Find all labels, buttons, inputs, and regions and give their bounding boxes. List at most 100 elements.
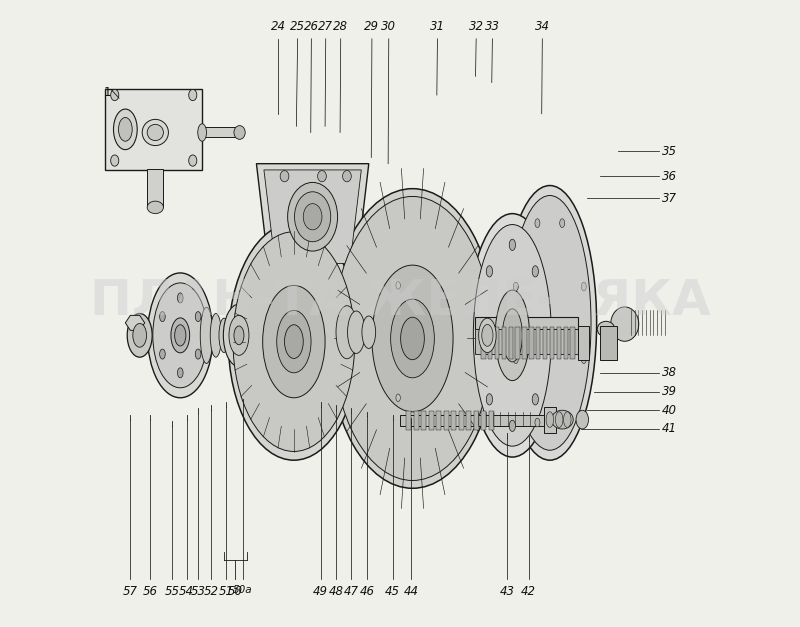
Ellipse shape <box>486 266 493 277</box>
Bar <box>543 407 556 433</box>
Ellipse shape <box>198 124 206 141</box>
Text: 56: 56 <box>143 585 158 598</box>
Ellipse shape <box>171 318 190 353</box>
Text: 38: 38 <box>662 366 677 379</box>
Ellipse shape <box>396 282 400 289</box>
Ellipse shape <box>110 90 118 101</box>
Ellipse shape <box>535 418 540 427</box>
Ellipse shape <box>551 410 574 429</box>
Text: 33: 33 <box>485 19 500 33</box>
Bar <box>202 127 239 137</box>
Text: 57: 57 <box>123 585 138 598</box>
Text: 48: 48 <box>329 585 344 598</box>
Ellipse shape <box>133 324 146 347</box>
Bar <box>543 327 547 359</box>
Ellipse shape <box>228 223 359 460</box>
Bar <box>600 326 618 361</box>
Bar <box>147 169 163 208</box>
Ellipse shape <box>576 410 589 429</box>
Ellipse shape <box>482 324 493 346</box>
Text: 49: 49 <box>314 585 328 598</box>
Ellipse shape <box>219 318 229 352</box>
Ellipse shape <box>495 290 530 381</box>
Bar <box>550 327 554 359</box>
Ellipse shape <box>336 306 358 359</box>
Ellipse shape <box>467 214 558 457</box>
Ellipse shape <box>229 315 249 356</box>
Text: 35: 35 <box>662 145 677 158</box>
Ellipse shape <box>277 310 311 373</box>
Text: 52: 52 <box>204 585 219 598</box>
Text: 31: 31 <box>430 19 445 33</box>
Text: 46: 46 <box>359 585 374 598</box>
Ellipse shape <box>285 325 303 359</box>
Bar <box>451 411 456 429</box>
Bar <box>515 327 520 359</box>
Ellipse shape <box>114 109 138 150</box>
Ellipse shape <box>514 282 518 291</box>
Ellipse shape <box>514 355 518 364</box>
Ellipse shape <box>160 349 166 359</box>
Bar <box>422 411 426 429</box>
Ellipse shape <box>372 265 453 412</box>
Ellipse shape <box>560 219 565 228</box>
Text: 34: 34 <box>535 19 550 33</box>
Bar <box>530 327 534 359</box>
Text: 50: 50 <box>228 585 242 598</box>
Ellipse shape <box>189 155 197 166</box>
Bar <box>578 326 589 361</box>
Ellipse shape <box>502 309 522 362</box>
Text: 40: 40 <box>662 404 677 417</box>
Ellipse shape <box>147 124 163 140</box>
Ellipse shape <box>142 119 169 145</box>
Bar <box>475 317 578 329</box>
Text: 25: 25 <box>290 19 305 33</box>
Ellipse shape <box>262 285 325 398</box>
Polygon shape <box>126 315 145 330</box>
Bar <box>436 411 441 429</box>
Bar <box>466 411 471 429</box>
Bar <box>444 411 449 429</box>
Ellipse shape <box>396 319 400 327</box>
Bar <box>400 414 543 426</box>
Ellipse shape <box>160 312 166 322</box>
Ellipse shape <box>532 266 538 277</box>
Ellipse shape <box>532 394 538 405</box>
Text: 42: 42 <box>521 585 536 598</box>
Bar <box>509 327 513 359</box>
Text: 41: 41 <box>662 423 677 436</box>
Bar <box>536 327 541 359</box>
Text: 24: 24 <box>270 19 286 33</box>
Ellipse shape <box>147 273 213 398</box>
Ellipse shape <box>200 307 213 364</box>
Ellipse shape <box>598 321 614 337</box>
Bar <box>557 327 561 359</box>
Bar <box>495 327 499 359</box>
Text: 1: 1 <box>103 86 111 98</box>
Ellipse shape <box>118 117 132 141</box>
Ellipse shape <box>127 314 152 357</box>
Ellipse shape <box>234 326 244 345</box>
Ellipse shape <box>535 219 540 228</box>
Bar <box>429 411 434 429</box>
Ellipse shape <box>503 186 597 460</box>
Bar <box>489 411 494 429</box>
Bar <box>481 327 486 359</box>
Bar <box>406 411 411 429</box>
Ellipse shape <box>110 155 118 166</box>
Text: 47: 47 <box>344 585 359 598</box>
Ellipse shape <box>189 90 197 101</box>
Text: 37: 37 <box>662 191 677 204</box>
Ellipse shape <box>233 232 354 451</box>
Ellipse shape <box>223 304 254 367</box>
Bar <box>106 89 202 170</box>
Text: 26: 26 <box>304 19 319 33</box>
Ellipse shape <box>546 412 554 428</box>
Text: 28: 28 <box>333 19 348 33</box>
Ellipse shape <box>474 224 551 446</box>
Polygon shape <box>257 164 369 270</box>
Text: 44: 44 <box>404 585 418 598</box>
Ellipse shape <box>342 171 351 182</box>
Ellipse shape <box>210 314 222 357</box>
Ellipse shape <box>362 316 376 349</box>
